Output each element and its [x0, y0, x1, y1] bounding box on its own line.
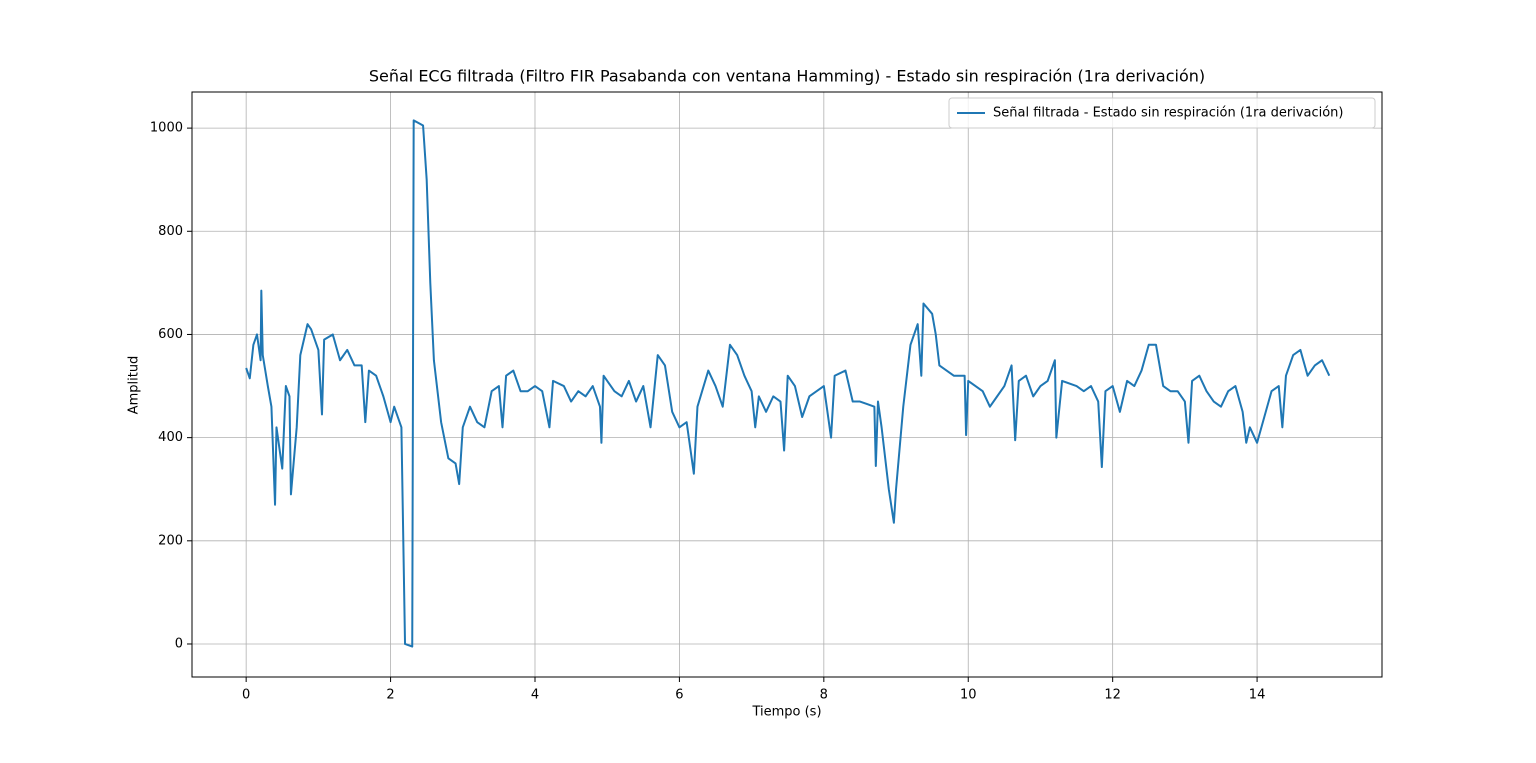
axes-frame — [191, 91, 1383, 678]
x-tick-label: 8 — [820, 688, 828, 703]
x-axis-label: Tiempo (s) — [751, 705, 821, 720]
y-tick-label: 1000 — [150, 121, 183, 136]
legend-label: Señal filtrada - Estado sin respiración … — [993, 106, 1344, 121]
y-tick-label: 200 — [158, 533, 183, 548]
x-tick-label: 0 — [242, 688, 250, 703]
y-tick-label: 600 — [158, 327, 183, 342]
x-tick-label: 2 — [386, 688, 394, 703]
legend-box — [948, 97, 1376, 129]
x-tick-label: 4 — [531, 688, 539, 703]
chart-title: Señal ECG filtrada (Filtro FIR Pasabanda… — [369, 67, 1205, 86]
y-tick-label: 0 — [175, 636, 183, 651]
x-tick-label: 12 — [1104, 688, 1121, 703]
x-tick-label: 10 — [960, 688, 977, 703]
y-axis-label: Amplitud — [127, 356, 142, 415]
data-line — [245, 119, 1331, 648]
x-tick-label: 6 — [675, 688, 683, 703]
x-tick-label: 14 — [1249, 688, 1266, 703]
y-tick-label: 800 — [158, 224, 183, 239]
y-tick-label: 400 — [158, 430, 183, 445]
